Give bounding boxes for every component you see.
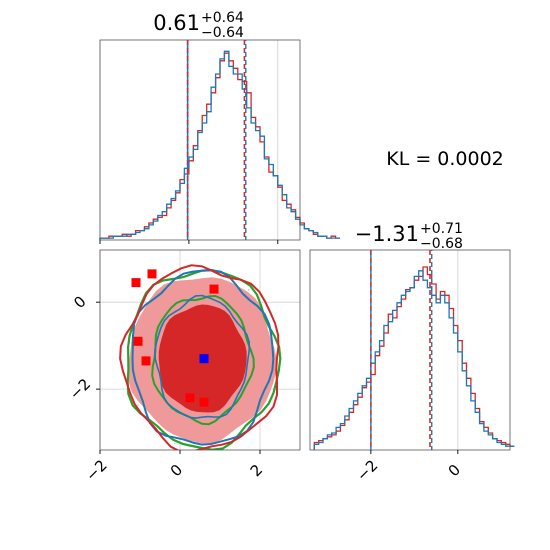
joint-xtick-label: 2 bbox=[247, 461, 266, 480]
hist-param1-panel: 0.61 +0.64 −0.64 bbox=[99, 10, 340, 244]
param1-median-title: 0.61 bbox=[153, 11, 200, 35]
param1-minus-error: −0.64 bbox=[201, 25, 244, 41]
param2-median-title: −1.31 bbox=[355, 222, 419, 246]
joint-ytick-label: 0 bbox=[70, 292, 89, 311]
sample-marker bbox=[131, 278, 141, 288]
hist-param2-frame bbox=[309, 249, 511, 451]
hist-param1-model-series bbox=[99, 50, 340, 240]
joint-xtick-label: 0 bbox=[167, 461, 186, 480]
hist-param1-frame bbox=[99, 39, 301, 241]
joint-xtick-label: −2 bbox=[82, 456, 110, 484]
background-sample-point bbox=[247, 288, 250, 291]
joint-panel: −2 0 2 −2 0 bbox=[66, 249, 301, 485]
param1-plus-error: +0.64 bbox=[201, 10, 244, 26]
joint-contour-line bbox=[154, 294, 250, 419]
sample-marker bbox=[185, 393, 195, 403]
sample-marker bbox=[209, 284, 219, 294]
sample-marker bbox=[147, 269, 157, 279]
sample-marker bbox=[133, 336, 143, 346]
joint-contour-line bbox=[119, 264, 280, 450]
truth-marker bbox=[199, 354, 209, 364]
joint-contour-line bbox=[131, 269, 275, 446]
kl-annotation: KL = 0.0002 bbox=[386, 148, 504, 170]
param2-minus-error: −0.68 bbox=[420, 236, 463, 252]
param2-plus-error: +0.71 bbox=[420, 221, 463, 237]
p2-xtick-label: −2 bbox=[353, 456, 381, 484]
joint-ytick-label: −2 bbox=[66, 375, 94, 403]
hist-param2-model-series bbox=[313, 270, 515, 450]
sample-marker bbox=[199, 397, 209, 407]
sample-marker bbox=[141, 356, 151, 366]
background-sample-point bbox=[173, 442, 176, 445]
hist-param1-reference-series bbox=[99, 52, 340, 240]
p2-xtick-label: 0 bbox=[445, 461, 464, 480]
background-sample-point bbox=[137, 404, 140, 407]
hist-param2-panel: −2 0 −1.31 +0.71 −0.68 bbox=[309, 221, 515, 485]
joint-frame bbox=[99, 249, 301, 451]
